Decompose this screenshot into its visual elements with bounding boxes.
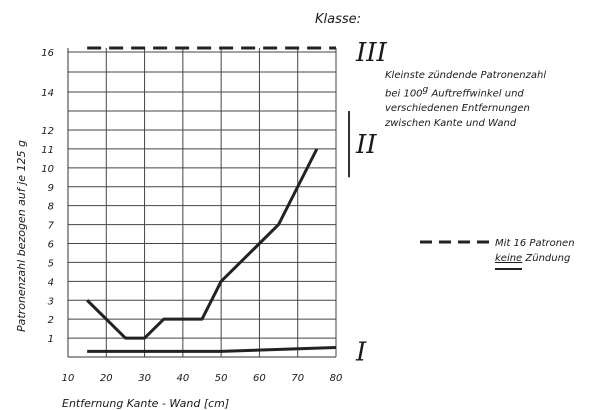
- legend-line-1: Mit 16 Patronen: [495, 238, 575, 249]
- annotation-line-2: bei 100g Auftreffwinkel und: [385, 85, 524, 100]
- klasse-label: Klasse:: [315, 12, 361, 27]
- y-tick-label: 7: [48, 221, 55, 232]
- annotation-line-1: Kleinste zündende Patronenzahl: [385, 70, 547, 81]
- y-tick-label: 5: [48, 258, 54, 269]
- annotation: Kleinste zündende Patronenzahl bei 100g …: [385, 68, 546, 131]
- grid: [67, 48, 337, 358]
- x-tick-label: 30: [138, 373, 151, 384]
- y-tick-label: 14: [41, 88, 54, 99]
- y-tick-label: 12: [41, 126, 54, 137]
- series-line-1: [86, 148, 319, 340]
- legend-dashed-text: Mit 16 Patronen keine Zündung: [495, 236, 575, 266]
- x-tick-label: 60: [253, 373, 266, 384]
- y-tick-label: 11: [41, 145, 54, 156]
- x-tick-label: 10: [62, 373, 75, 384]
- series-layer: [86, 46, 337, 353]
- y-tick-label: 1: [48, 334, 54, 345]
- y-tick-label: 9: [48, 183, 54, 194]
- x-tick-label: 70: [291, 373, 304, 384]
- x-tick-label: 80: [330, 373, 343, 384]
- y-axis-label: Patronenzahl bezogen auf je 125 g: [15, 140, 28, 332]
- class-label: III: [355, 38, 388, 68]
- y-tick-label: 16: [41, 48, 54, 59]
- y-tick-label: 8: [48, 202, 54, 213]
- annotation-line-3: verschiedenen Entfernungen: [385, 103, 530, 115]
- y-tick-label: 10: [41, 164, 54, 175]
- y-tick-label: 6: [48, 240, 54, 251]
- x-tick-label: 50: [215, 373, 228, 384]
- x-tick-label: 40: [176, 373, 189, 384]
- class-label: I: [355, 337, 367, 367]
- y-tick-label: 3: [48, 296, 54, 307]
- x-tick-label: 20: [100, 373, 113, 384]
- annotation-line-4: zwischen Kante und Wand: [385, 118, 517, 130]
- series-line-2: [87, 346, 337, 353]
- class-label: II: [355, 130, 377, 160]
- y-tick-label: 2: [48, 315, 54, 326]
- y-tick-label: 4: [48, 277, 54, 288]
- x-axis-label: Entfernung Kante - Wand [cm]: [62, 397, 229, 410]
- legend-line-2: keine Zündung: [495, 253, 571, 264]
